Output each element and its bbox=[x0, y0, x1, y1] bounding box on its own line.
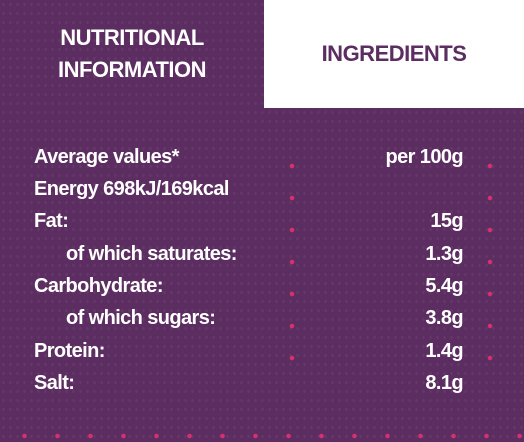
row-label: Average values* bbox=[34, 146, 179, 168]
row-label: of which sugars: bbox=[66, 307, 216, 330]
row-value: 3.8g bbox=[425, 307, 463, 330]
row-value: 15g bbox=[430, 210, 463, 233]
tab-label: NUTRITIONAL INFORMATION bbox=[57, 25, 207, 82]
row-label: Carbohydrate: bbox=[34, 274, 163, 297]
table-row: Average values* per 100g bbox=[0, 142, 524, 174]
tab-inactive[interactable]: INGREDIENTS bbox=[264, 0, 524, 108]
table-row: Energy 698kJ/169kcal bbox=[0, 174, 524, 206]
row-label: of which saturates: bbox=[66, 242, 237, 265]
row-label: Protein: bbox=[34, 339, 105, 362]
row-value: 1.3g bbox=[425, 242, 463, 265]
tab-label: INGREDIENTS bbox=[321, 41, 467, 66]
table-row: of which sugars: 3.8g bbox=[0, 303, 524, 335]
divider-dots bbox=[289, 150, 295, 375]
tab-active[interactable]: NUTRITIONAL INFORMATION bbox=[0, 0, 264, 108]
row-label: Fat: bbox=[34, 210, 69, 233]
row-value: 1.4g bbox=[425, 339, 463, 362]
row-value: 8.1g bbox=[425, 371, 463, 394]
table-row: of which saturates: 1.3g bbox=[0, 239, 524, 271]
row-value: per 100g bbox=[385, 146, 464, 168]
table-row: Carbohydrate: 5.4g bbox=[0, 271, 524, 303]
table-row: Protein: 1.4g bbox=[0, 336, 524, 368]
table-row: Salt: 8.1g bbox=[0, 368, 524, 400]
table-row: Fat: 15g bbox=[0, 206, 524, 238]
divider-dots bbox=[487, 150, 493, 375]
row-value: 5.4g bbox=[425, 274, 463, 297]
bottom-dots bbox=[0, 432, 524, 440]
row-label: Energy 698kJ/169kcal bbox=[34, 178, 229, 200]
row-label: Salt: bbox=[34, 371, 75, 394]
